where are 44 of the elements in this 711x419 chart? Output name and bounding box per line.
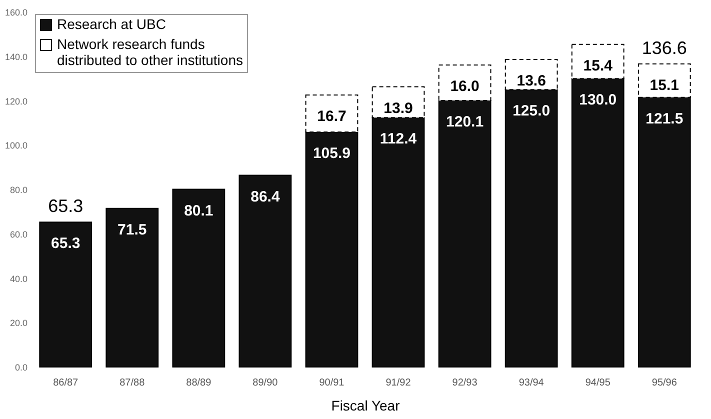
data-label: 16.0	[450, 78, 480, 96]
legend-label: Research at UBC	[57, 16, 166, 32]
y-tick-label: 80.0	[10, 185, 28, 195]
x-tick-label: 91/92	[386, 378, 412, 388]
x-tick-label: 89/90	[252, 378, 278, 388]
x-tick-label: 92/93	[452, 378, 478, 388]
data-label: 112.4	[380, 130, 418, 148]
data-label: 16.7	[317, 108, 346, 125]
data-label: 130.0	[579, 92, 617, 109]
data-label: 120.1	[446, 114, 484, 131]
data-label: 121.5	[646, 110, 684, 128]
legend-label: Network research funds distributed to other institutions	[57, 36, 243, 68]
x-tick-label: 95/96	[652, 378, 678, 388]
bar	[172, 188, 226, 368]
data-label: 15.4	[583, 57, 614, 74]
data-label: 80.1	[184, 202, 214, 220]
total-label: 65.3	[48, 196, 84, 216]
total-label: 136.6	[642, 38, 687, 58]
data-label: 125.0	[512, 102, 550, 120]
y-tick-label: 120.0	[4, 96, 28, 106]
x-tick-label: 88/89	[186, 378, 212, 388]
data-label: 13.9	[384, 100, 413, 117]
bar	[106, 208, 159, 368]
data-label: 105.9	[312, 145, 351, 162]
x-tick-label: 87/88	[120, 378, 146, 388]
x-tick-label: 93/94	[518, 378, 544, 388]
data-label: 65.3	[51, 235, 80, 252]
y-tick-label: 40.0	[10, 274, 28, 284]
y-tick-label: 60.0	[10, 229, 28, 240]
y-tick-label: 0.0	[14, 362, 28, 372]
data-label: 71.5	[118, 221, 147, 238]
data-label: 86.4	[250, 188, 280, 206]
y-tick-label: 140.0	[4, 52, 28, 62]
bar	[238, 174, 292, 368]
x-tick-label: 94/95	[585, 378, 611, 388]
data-label: 13.6	[516, 72, 546, 90]
x-tick-label: 86/87	[53, 378, 79, 388]
data-label: 15.1	[650, 76, 679, 94]
y-tick-label: 160.0	[4, 8, 28, 18]
x-axis-title: Fiscal Year	[331, 398, 400, 414]
x-tick-label: 90/91	[319, 378, 345, 388]
y-tick-label: 20.0	[10, 318, 28, 328]
bar	[39, 222, 92, 368]
y-tick-label: 100.0	[4, 140, 28, 151]
